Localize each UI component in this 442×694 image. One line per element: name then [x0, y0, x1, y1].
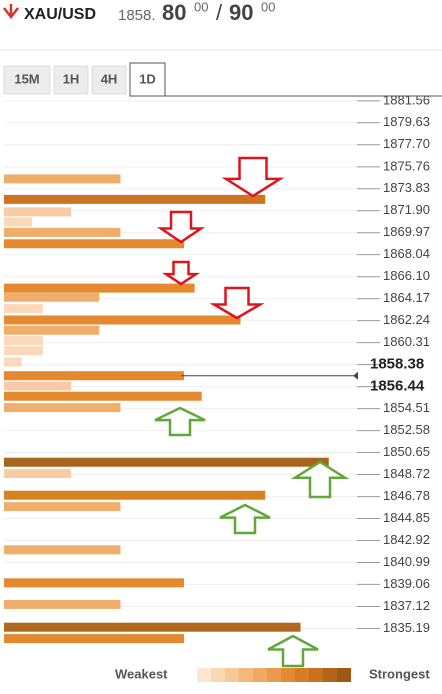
tab-label[interactable]: 1D: [139, 71, 156, 86]
legend-swatch: [281, 668, 295, 682]
y-tick-label: 1881.56: [383, 92, 430, 107]
y-tick-label: 1877.70: [383, 136, 430, 151]
y-tick-label: 1844.85: [383, 510, 430, 525]
y-tick-label: 1854.51: [383, 400, 430, 415]
y-tick-label: 1866.10: [383, 268, 430, 283]
y-tick-label: 1858.38: [370, 356, 424, 373]
bar: [4, 325, 100, 335]
bar: [4, 634, 185, 644]
legend-swatch: [225, 668, 239, 682]
y-tick-label: 1856.44: [370, 378, 425, 395]
y-tick-label: 1862.24: [383, 312, 430, 327]
y-tick-label: 1860.31: [383, 334, 430, 349]
y-tick-label: 1846.78: [383, 488, 430, 503]
bar: [4, 490, 266, 500]
tab[interactable]: [129, 62, 166, 97]
tab[interactable]: [3, 65, 51, 95]
y-tick-label: 1879.63: [383, 114, 430, 129]
legend-swatch: [309, 668, 323, 682]
legend-swatch: [323, 668, 337, 682]
bar: [4, 391, 202, 401]
legend-swatch: [295, 668, 309, 682]
tab-label[interactable]: 15M: [14, 71, 39, 86]
bar: [4, 469, 72, 479]
legend-swatch: [197, 668, 211, 682]
ask-frac: 00: [261, 0, 275, 14]
current-price-marker: [353, 371, 358, 380]
legend-swatch: [253, 668, 267, 682]
legend-weakest: Weakest: [115, 666, 168, 681]
resistance-arrow: [156, 210, 206, 244]
legend-swatch: [239, 668, 253, 682]
support-arrow: [290, 460, 350, 499]
bar: [4, 207, 72, 217]
y-tick-label: 1875.76: [383, 158, 430, 173]
bar: [4, 502, 121, 512]
bar: [4, 304, 43, 314]
resistance-arrow: [161, 260, 201, 286]
y-tick-label: 1839.06: [383, 576, 430, 591]
y-tick-label: 1873.83: [383, 180, 430, 195]
y-tick-label: 1852.58: [383, 422, 430, 437]
y-tick-label: 1848.72: [383, 466, 430, 481]
bar: [4, 315, 241, 325]
bar: [4, 174, 121, 184]
symbol: XAU/USD: [24, 6, 96, 23]
bar: [4, 545, 121, 555]
separator: /: [216, 0, 223, 25]
bar: [4, 381, 72, 391]
resistance-arrow: [221, 156, 285, 198]
tab[interactable]: [53, 65, 89, 95]
bar: [4, 239, 185, 249]
tab[interactable]: [91, 65, 127, 95]
bar: [4, 357, 22, 367]
down-icon: [3, 4, 19, 20]
bar: [4, 292, 100, 302]
y-tick-label: 1868.04: [383, 246, 430, 261]
bar: [4, 403, 121, 413]
support-arrow: [267, 634, 319, 668]
ask-pips: 90: [229, 0, 253, 25]
legend-swatch: [211, 668, 225, 682]
bar: [4, 283, 195, 293]
y-tick-label: 1871.90: [383, 202, 430, 217]
y-tick-label: 1864.17: [383, 290, 430, 305]
legend-strongest: Strongest: [369, 666, 430, 681]
bar: [4, 578, 185, 588]
bar: [4, 194, 266, 204]
bar: [4, 457, 329, 467]
bid-frac: 00: [194, 0, 208, 14]
tab-label[interactable]: 4H: [101, 71, 118, 86]
support-arrow: [219, 503, 271, 535]
legend-swatch: [267, 668, 281, 682]
bid-big: 1858.: [118, 7, 156, 24]
y-tick-label: 1835.19: [383, 620, 430, 635]
bar: [4, 371, 185, 381]
y-tick-label: 1840.99: [383, 554, 430, 569]
bid-pips: 80: [162, 0, 186, 25]
legend-swatch: [337, 668, 351, 682]
bar: [4, 335, 43, 345]
resistance-arrow: [209, 286, 265, 320]
bar: [4, 217, 33, 227]
tab-label[interactable]: 1H: [63, 71, 80, 86]
bar: [4, 622, 301, 632]
y-tick-label: 1837.12: [383, 598, 430, 613]
y-tick-label: 1842.92: [383, 532, 430, 547]
support-arrow: [154, 406, 206, 437]
bar: [4, 346, 43, 356]
y-tick-label: 1869.97: [383, 224, 430, 239]
bar: [4, 599, 121, 609]
y-tick-label: 1850.65: [383, 444, 430, 459]
bar: [4, 227, 121, 237]
